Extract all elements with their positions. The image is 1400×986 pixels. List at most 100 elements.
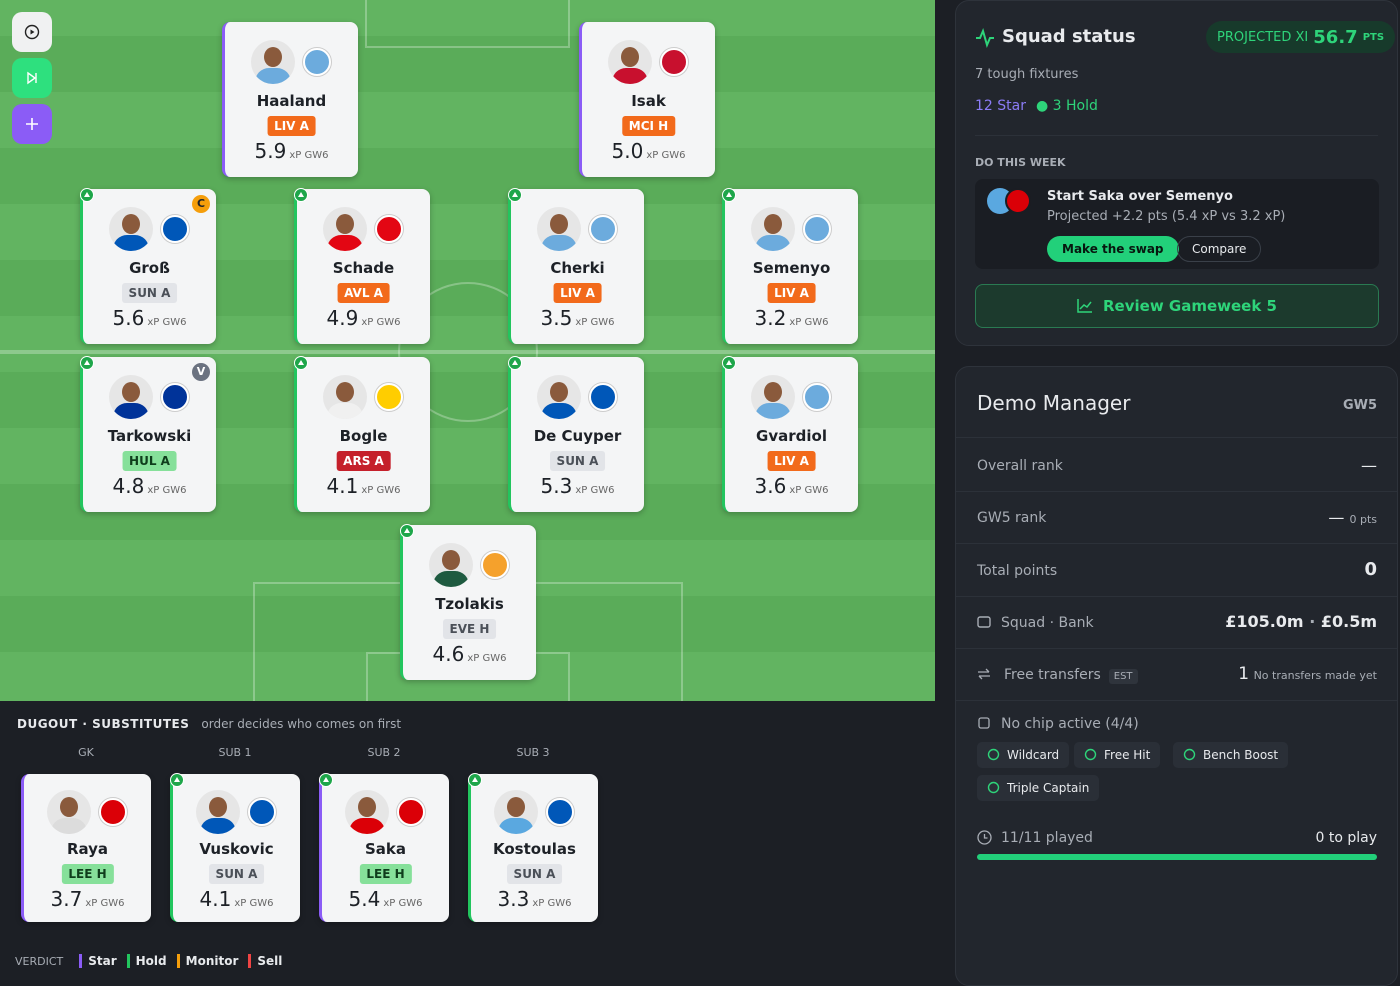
player-card[interactable]: Raya LEE H 3.7 xP GW6 [21, 774, 151, 922]
player-card[interactable]: C Groß SUN A 5.6 xP GW6 [80, 188, 216, 344]
xp-line: 3.2 xP GW6 [725, 306, 858, 330]
xp-value: 4.8 [112, 474, 145, 498]
club-badge [589, 383, 617, 411]
xp-value: 5.4 [348, 887, 381, 911]
player-card[interactable]: Kostoulas SUN A 3.3 xP GW6 [468, 773, 598, 922]
xp-value: 5.9 [254, 139, 287, 163]
xp-unit: xP GW6 [361, 485, 401, 496]
xp-unit: xP GW6 [383, 898, 423, 909]
chip-button[interactable]: Triple Captain [977, 775, 1100, 801]
fixture: LEE H [359, 864, 412, 884]
tool-button[interactable] [12, 104, 52, 144]
xp-line: 4.1 xP GW6 [173, 887, 300, 911]
player-name: Kostoulas [493, 840, 576, 858]
club-badge [99, 798, 127, 826]
player-avatar [608, 40, 652, 84]
label: GW5 rank [977, 510, 1047, 526]
fixture: HUL A [122, 451, 177, 471]
chip-button[interactable]: Free Hit [1074, 742, 1161, 768]
swap-button[interactable]: Make the swap [1047, 236, 1179, 262]
pitch: Haaland LIV A 5.9 xP GW6 Isak MCI H 5.0 xP GW6 C… [0, 0, 935, 701]
status-title: Squad status [1002, 26, 1136, 47]
progress-bar [977, 854, 1377, 860]
projected-label: PROJECTED XI [1217, 29, 1309, 45]
xp-line: 5.3 xP GW6 [511, 474, 644, 498]
player-card[interactable]: Tzolakis EVE H 4.6 xP GW6 [400, 524, 536, 680]
player-card[interactable]: Vuskovic SUN A 4.1 xP GW6 [170, 773, 300, 922]
sub-slot: SUB 3 [516, 746, 550, 759]
player-avatar [109, 375, 153, 419]
tool-button[interactable] [12, 12, 52, 52]
tool-button[interactable] [12, 58, 52, 98]
legend-item: Monitor [176, 954, 238, 968]
projected-value: 56.7 [1313, 26, 1358, 48]
player-avatar [494, 790, 538, 834]
xp-value: 5.0 [611, 139, 644, 163]
club-badge [589, 215, 617, 243]
separator: · [1309, 612, 1316, 631]
player-avatar [196, 790, 240, 834]
club-badge [248, 798, 276, 826]
player-card[interactable]: Isak MCI H 5.0 xP GW6 [579, 22, 715, 177]
value: 1 No transfers made yet [1238, 664, 1377, 684]
avatar-head [209, 797, 227, 817]
avatar-head [550, 382, 568, 402]
avatar-kit [433, 571, 469, 587]
compare-button[interactable]: Compare [1177, 236, 1262, 262]
manager-panel: Demo Manager GW5 Overall rank — GW5 rank —… [955, 366, 1398, 986]
player-card[interactable]: Haaland LIV A 5.9 xP GW6 [222, 22, 358, 177]
club-badge [303, 48, 331, 76]
player-avatar [537, 375, 581, 419]
tough-fixtures: 7 tough fixtures [975, 67, 1079, 82]
chip-row: No chip active (4/4) [977, 716, 1377, 732]
xp-unit: xP GW6 [575, 485, 615, 496]
manager-name: Demo Manager [977, 391, 1131, 415]
trend-badge [508, 356, 522, 370]
trend-badge [80, 356, 94, 370]
divider [975, 135, 1378, 136]
club-badge [660, 48, 688, 76]
xp-unit: xP GW6 [361, 317, 401, 328]
trend-badge [319, 773, 333, 787]
xp-value: 4.1 [326, 474, 359, 498]
xp-line: 4.8 xP GW6 [83, 474, 216, 498]
bank: £0.5m [1320, 612, 1377, 631]
club-badge [161, 383, 189, 411]
player-card[interactable]: De Cuyper SUN A 5.3 xP GW6 [508, 356, 644, 512]
player-card[interactable]: Semenyo LIV A 3.2 xP GW6 [722, 188, 858, 344]
player-avatar [109, 207, 153, 251]
divider [956, 543, 1397, 544]
xp-line: 3.6 xP GW6 [725, 474, 858, 498]
avatar-kit [255, 68, 291, 84]
pulse-icon [976, 28, 994, 48]
projected-unit: PTS [1362, 31, 1385, 43]
gameweek: GW5 [1342, 398, 1377, 413]
player-name: Groß [129, 259, 170, 277]
xp-line: 5.6 xP GW6 [83, 306, 216, 330]
player-name: Cherki [550, 259, 605, 277]
chip-button[interactable]: Bench Boost [1173, 742, 1289, 768]
player-card[interactable]: V Tarkowski HUL A 4.8 xP GW6 [80, 356, 216, 512]
chip-icon [987, 748, 1000, 761]
tool-icon [24, 24, 40, 40]
player-card[interactable]: Bogle ARS A 4.1 xP GW6 [294, 356, 430, 512]
fixture: LIV A [267, 116, 316, 136]
avatar-head [122, 214, 140, 234]
review-button[interactable]: Review Gameweek 5 [975, 284, 1379, 328]
player-card[interactable]: Gvardiol LIV A 3.6 xP GW6 [722, 356, 858, 512]
player-card[interactable]: Saka LEE H 5.4 xP GW6 [319, 773, 449, 922]
legend: VERDICT Star Hold Monitor Sell [15, 954, 282, 968]
avatar-kit [612, 68, 648, 84]
xp-line: 3.7 xP GW6 [24, 887, 151, 911]
chip-button[interactable]: Wildcard [977, 742, 1070, 768]
xp-unit: xP GW6 [532, 898, 572, 909]
xp-value: 3.2 [754, 306, 787, 330]
xp-unit: xP GW6 [147, 485, 187, 496]
chip-label: Free Hit [1104, 748, 1151, 762]
chip-icon [1183, 748, 1196, 761]
player-card[interactable]: Schade AVL A 4.9 xP GW6 [294, 188, 430, 344]
player-card[interactable]: Cherki LIV A 3.5 xP GW6 [508, 188, 644, 344]
xp-line: 4.9 xP GW6 [297, 306, 430, 330]
avatar-kit [541, 235, 577, 251]
player-avatar [751, 375, 795, 419]
